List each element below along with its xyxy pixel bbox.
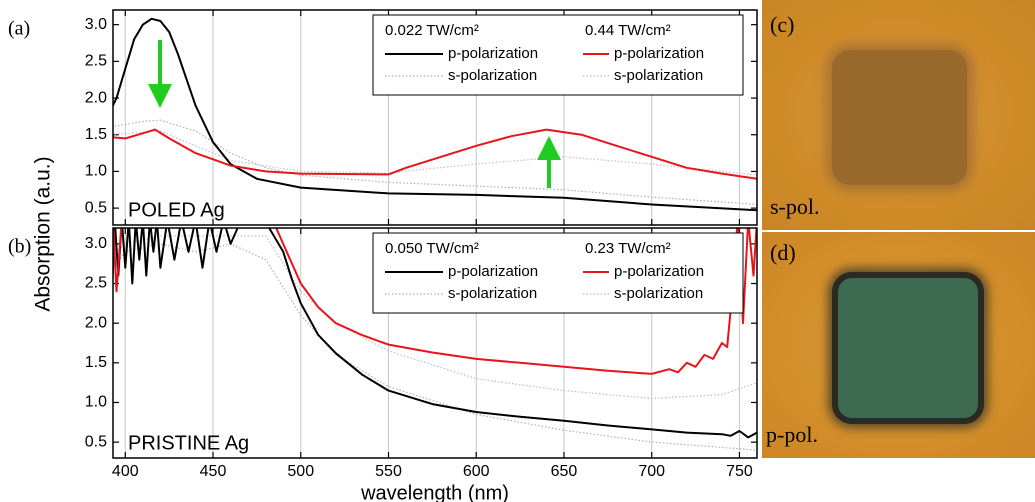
chart: 0.5 1.0 1.5 2.0 2.5 3.0 0.022 TW/cm² 0.44 TW/cm… — [8, 9, 758, 502]
x-axis-title: wavelength (nm) — [360, 482, 509, 502]
legend-group: 0.23 TW/cm² — [585, 240, 671, 257]
photo-d: (d) p-pol. — [762, 232, 1035, 458]
y-tick-label: 1.5 — [85, 126, 107, 143]
y-tick-label: 0.5 — [85, 199, 107, 216]
x-tick-label: 650 — [551, 463, 578, 480]
y-axis-title: Absorption (a.u.) — [32, 156, 55, 311]
y-tick-label: 1.5 — [85, 354, 107, 371]
legend-label: s-polarization — [614, 67, 703, 84]
legend-group: 0.44 TW/cm² — [585, 22, 671, 39]
plot-area — [113, 17, 757, 212]
plot-area — [113, 228, 757, 451]
legend-label: s-polarization — [448, 67, 537, 84]
data-line — [113, 119, 757, 206]
legend-label: p-polarization — [448, 263, 538, 280]
legend-label: p-polarization — [614, 263, 704, 280]
legend-group: 0.050 TW/cm² — [385, 240, 479, 257]
caption: p-pol. — [766, 422, 818, 447]
y-tick-label: 2.0 — [85, 89, 107, 106]
y-tick-label: 1.0 — [85, 394, 107, 411]
y-tick-label: 2.0 — [85, 314, 107, 331]
x-tick-label: 750 — [726, 463, 753, 480]
data-line — [113, 128, 757, 180]
x-tick-label: 500 — [287, 463, 314, 480]
y-tick-label: 2.5 — [85, 53, 107, 70]
y-tick-label: 1.0 — [85, 163, 107, 180]
panel-label: (b) — [8, 236, 31, 258]
legend-label: s-polarization — [614, 285, 703, 302]
x-tick-label: 450 — [200, 463, 227, 480]
data-line — [113, 228, 757, 375]
plot-frame — [112, 227, 758, 459]
x-tick-label: 400 — [112, 463, 139, 480]
data-line — [113, 130, 757, 176]
y-tick-label: 3.0 — [85, 235, 107, 252]
panel-label: (d) — [770, 240, 796, 265]
y-tick-label: 0.5 — [85, 433, 107, 450]
y-tick-label: 2.5 — [85, 275, 107, 292]
data-line — [113, 243, 757, 451]
annotation: PRISTINE Ag — [128, 432, 249, 454]
photo-c: (c) s-pol. — [762, 0, 1035, 230]
legend-label: s-polarization — [448, 285, 537, 302]
pattern-square — [832, 272, 984, 424]
legend-group: 0.022 TW/cm² — [385, 22, 479, 39]
x-tick-label: 700 — [638, 463, 665, 480]
x-tick-label: 600 — [463, 463, 490, 480]
panel-label: (a) — [8, 18, 30, 40]
pattern-square — [832, 50, 967, 185]
caption: s-pol. — [770, 194, 820, 219]
x-tick-label: 550 — [375, 463, 402, 480]
plot-frame — [112, 9, 758, 226]
data-line — [113, 228, 757, 439]
legend-label: p-polarization — [614, 45, 704, 62]
legend-label: p-polarization — [448, 45, 538, 62]
data-line — [113, 17, 757, 212]
annotation: POLED Ag — [128, 199, 225, 221]
panel-label: (c) — [770, 12, 795, 37]
y-tick-label: 3.0 — [85, 16, 107, 33]
